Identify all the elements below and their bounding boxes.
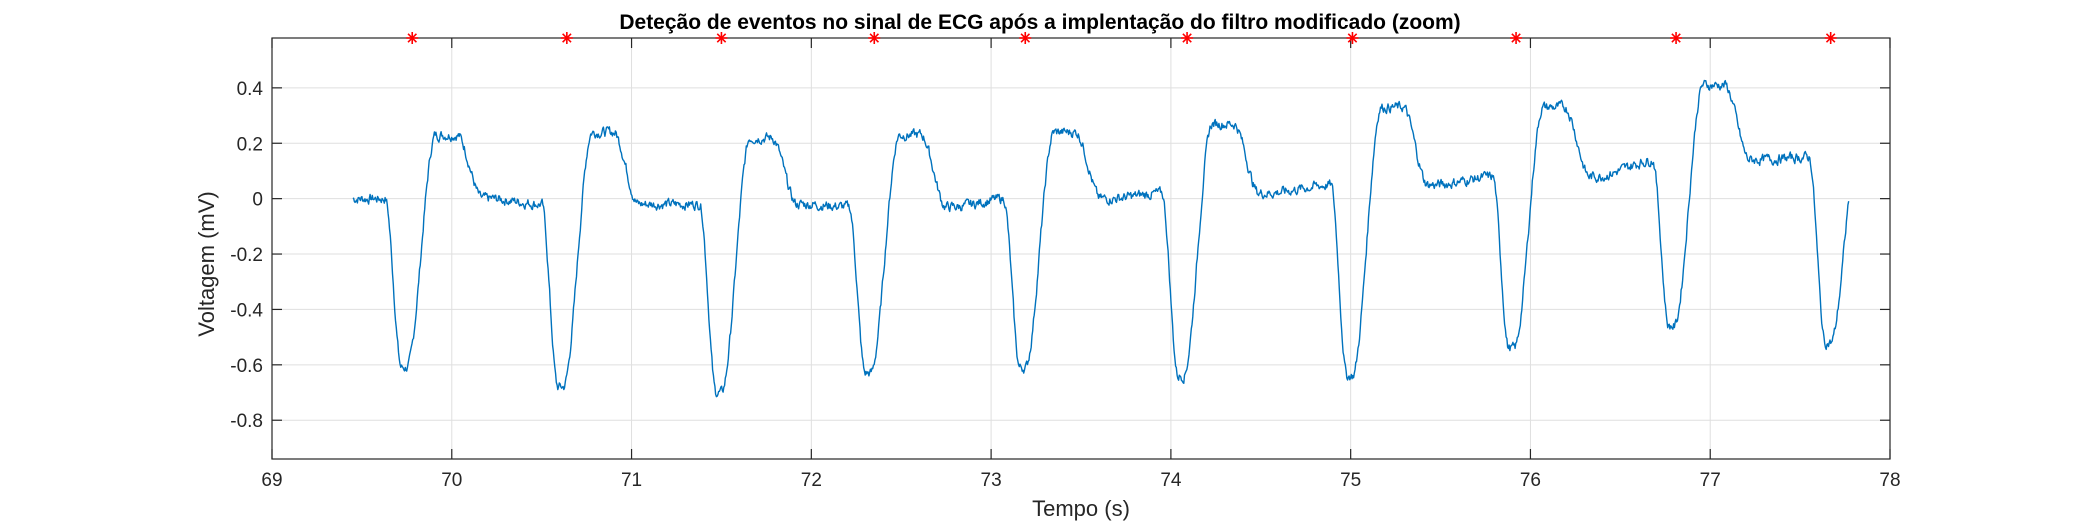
y-axis-label: Voltagem (mV) [194,191,219,337]
x-tick-label: 76 [1520,470,1541,491]
x-tick-label: 77 [1700,470,1721,491]
ecg-signal-line [352,79,1850,398]
chart-title: Deteção de eventos no sinal de ECG após … [619,11,1460,34]
plot-frame [271,37,1891,460]
y-tick-label: -0.8 [230,411,263,432]
event-marker [868,32,881,44]
event-marker [406,32,419,44]
event-marker [1346,32,1359,44]
y-tick-label: 0.4 [237,79,264,100]
x-tick-label: 69 [261,470,282,491]
x-axis-label: Tempo (s) [1032,496,1130,521]
y-tick-label: -0.4 [230,300,263,321]
y-tick-labels: 0.4 0.2 0 -0.2 -0.4 -0.6 -0.8 [230,79,263,432]
event-marker [1670,32,1683,44]
x-tick-label: 73 [981,470,1002,491]
event-marker [560,32,573,44]
x-tick-label: 75 [1340,470,1361,491]
event-marker [1510,32,1523,44]
y-tick-label: -0.2 [230,245,263,266]
event-marker [1824,32,1837,44]
y-tick-label: 0 [252,190,263,211]
x-tick-label: 71 [621,470,642,491]
y-tick-label: -0.6 [230,356,263,377]
detected-events [406,32,1837,44]
event-marker [1019,32,1032,44]
x-tick-label: 74 [1160,470,1182,491]
grid-lines [271,38,1891,459]
x-tick-label: 70 [441,470,462,491]
x-tick-label: 72 [801,470,822,491]
axis-ticks [271,38,1891,459]
event-marker [715,32,728,44]
event-marker [1181,32,1194,44]
y-tick-label: 0.2 [237,134,263,155]
x-tick-labels: 69 70 71 72 73 74 75 76 77 78 [261,470,1900,491]
x-tick-label: 78 [1879,470,1900,491]
